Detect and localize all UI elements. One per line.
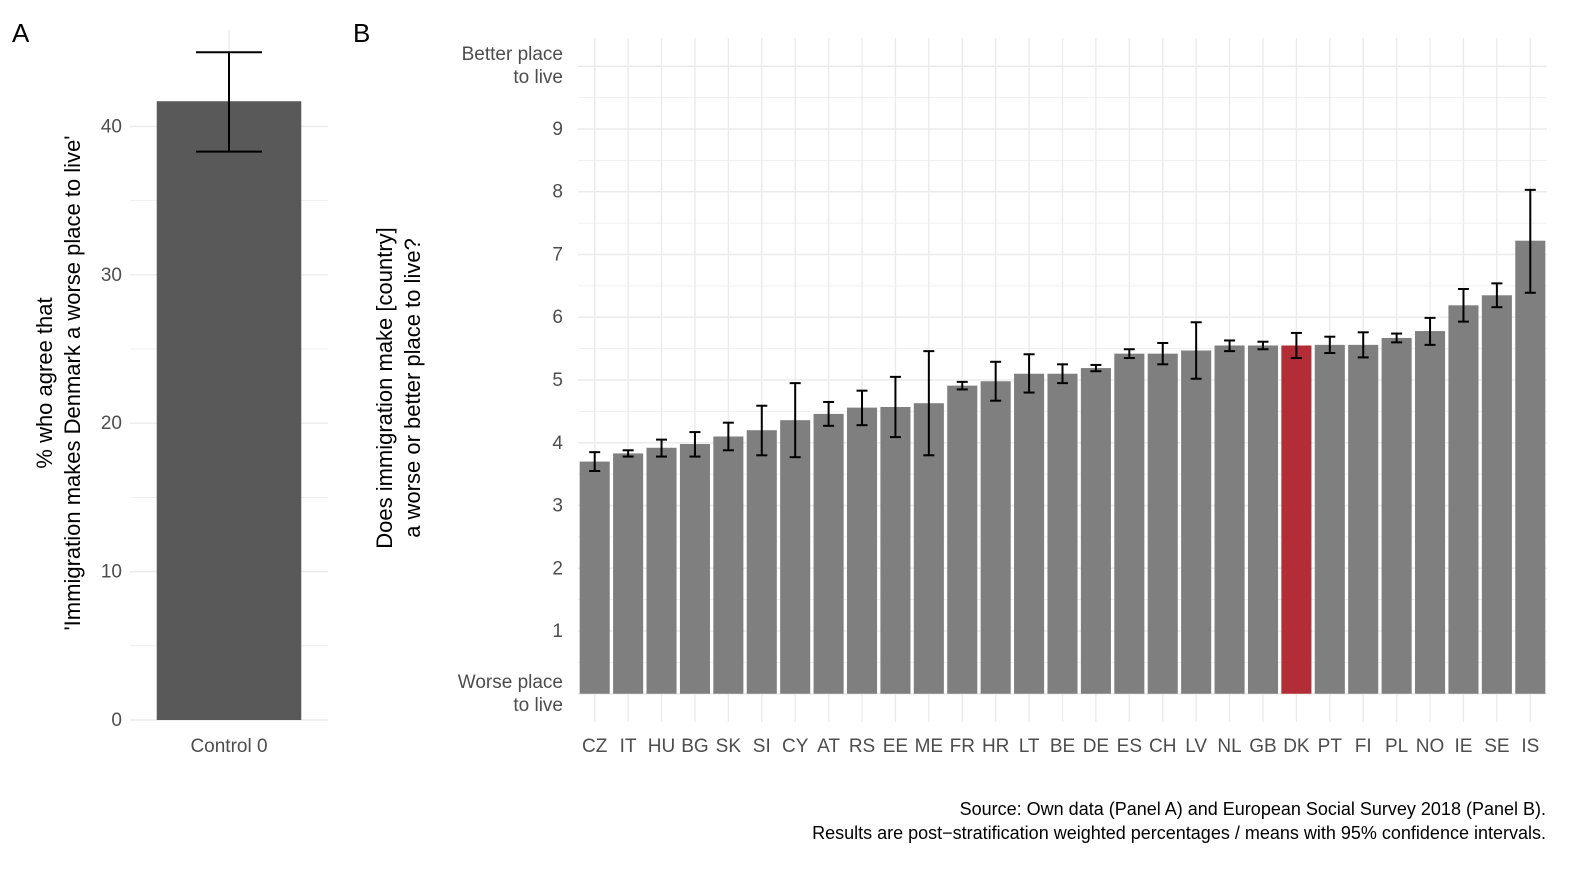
panel-b-bar-lt: [1014, 373, 1045, 694]
panel-b-bar-gb: [1247, 345, 1279, 694]
panel-b-x-tick-label-hu: HU: [648, 736, 675, 757]
panel-b-y-axis-title-line-2: a worse or better place to live?: [400, 238, 425, 538]
panel-b-bar-cz: [579, 461, 610, 694]
panel-b-bar-fr: [947, 385, 978, 694]
panel-b-bar-ch: [1147, 353, 1178, 694]
panel-b-x-tick-label-fr: FR: [950, 736, 975, 757]
panel-b-y-tick-label: 1: [552, 621, 563, 642]
panel-b-x-tick-label-no: NO: [1416, 736, 1445, 757]
panel-b-x-tick-label-lv: LV: [1185, 736, 1207, 757]
panel-b-bar-is: [1515, 240, 1546, 694]
panel-b-y-tick-label: 3: [552, 496, 563, 517]
panel-b-chart: Worse place to live 1 2 3 4 5 6 7 8 9 Better place t…: [372, 38, 1547, 757]
panel-b-bar-ee: [880, 406, 911, 694]
panel-b-y-tick-label: 2: [552, 558, 563, 579]
panel-b-y-axis-title-line-1: Does immigration make [country]: [372, 227, 397, 549]
panel-b-y-tick-label: 6: [552, 307, 563, 328]
panel-b-bar-lv: [1181, 350, 1212, 694]
panel-b-y-tick-label: 8: [552, 182, 563, 203]
panel-a-x-ticks: Control 0: [190, 736, 267, 757]
panel-a-letter: A: [12, 18, 30, 48]
panel-b-bar-nl: [1214, 345, 1245, 694]
panel-a-y-tick-label: 20: [101, 413, 122, 434]
panel-b-y-tick-label: 9: [552, 119, 563, 140]
panel-b-x-tick-label-dk: DK: [1283, 736, 1310, 757]
panel-a-y-axis-title-line-2: 'Immigration makes Denmark a worse place…: [60, 135, 85, 630]
panel-b-bar-de: [1080, 368, 1111, 694]
panel-b-bar-no: [1415, 331, 1446, 694]
panel-b-x-tick-label-is: IS: [1521, 736, 1539, 757]
panel-b-bar-it: [613, 453, 644, 694]
panel-b-y-tick-label: Better place to live: [462, 44, 563, 88]
panel-b-bar-hu: [646, 447, 677, 694]
panel-a-y-tick-label: 40: [101, 116, 122, 137]
panel-b-y-tick-label: 4: [552, 433, 563, 454]
panel-b-bar-be: [1047, 373, 1078, 694]
panel-b-bar-si: [746, 430, 777, 694]
panel-b-bar-se: [1481, 295, 1512, 694]
panel-b-x-tick-label-cz: CZ: [582, 736, 608, 757]
panel-a-errorbars: [196, 51, 262, 153]
panel-b-x-ticks: CZ IT HU BG SK SI CY AT RS EE ME FR HR LT BE DE ES CH LV NL…: [582, 736, 1539, 757]
panel-b-bar-cy: [780, 420, 811, 694]
panel-a-y-axis-title-line-1: % who agree that: [32, 297, 57, 468]
panel-b-x-tick-label-be: BE: [1050, 736, 1075, 757]
panel-b-bar-hr: [980, 381, 1011, 694]
panel-a-chart: 0 10 20 30 40 Control 0 % who agree that 'Im…: [32, 30, 328, 757]
panel-b-x-tick-label-es: ES: [1117, 736, 1142, 757]
panel-b-x-tick-label-ch: CH: [1149, 736, 1176, 757]
panel-b-x-tick-label-si: SI: [753, 736, 771, 757]
panel-b-bar-fi: [1348, 344, 1379, 694]
panel-b-bar-at: [813, 413, 844, 694]
panel-b-errorbars: [589, 188, 1536, 472]
panel-b-x-tick-label-nl: NL: [1217, 736, 1241, 757]
panel-a-y-tick-label: 30: [101, 265, 122, 286]
panel-b-y-tick-label: 7: [552, 244, 563, 265]
panel-b-x-tick-label-it: IT: [620, 736, 637, 757]
panel-a-y-tick-label: 10: [101, 562, 122, 583]
panel-b-bar-sk: [713, 436, 744, 694]
panel-b-x-tick-label-ie: IE: [1454, 736, 1472, 757]
panel-a-bar-control-0: [156, 101, 302, 720]
panel-b-x-tick-label-lt: LT: [1019, 736, 1040, 757]
caption-line-1: Source: Own data (Panel A) and European …: [960, 799, 1546, 819]
panel-b-y-tick-label: Worse place to live: [458, 672, 563, 716]
panel-b-x-tick-label-fi: FI: [1355, 736, 1372, 757]
panel-b-x-tick-label-cy: CY: [782, 736, 809, 757]
panel-b-bar-rs: [846, 407, 878, 694]
panel-b-x-tick-label-at: AT: [817, 736, 840, 757]
panel-b-bar-ie: [1448, 305, 1479, 694]
panel-b-bar-bg: [679, 444, 710, 694]
panel-a-bars: [156, 101, 302, 720]
panel-b-bar-dk: [1281, 345, 1312, 694]
panel-b-y-tick-label: 5: [552, 370, 563, 391]
panel-b-x-tick-label-hr: HR: [982, 736, 1009, 757]
panel-b-letter: B: [353, 18, 370, 48]
panel-b-bar-pt: [1314, 344, 1345, 694]
panel-b-x-tick-label-bg: BG: [681, 736, 708, 757]
panel-b-bar-es: [1114, 353, 1145, 694]
panel-a-y-ticks: 0 10 20 30 40: [101, 116, 122, 731]
panel-b-x-tick-label-sk: SK: [716, 736, 742, 757]
panel-b-x-tick-label-ee: EE: [883, 736, 908, 757]
panel-b-x-tick-label-pl: PL: [1385, 736, 1408, 757]
panel-b-x-tick-label-se: SE: [1484, 736, 1509, 757]
panel-b-x-tick-label-de: DE: [1083, 736, 1109, 757]
panel-b-x-tick-label-pt: PT: [1318, 736, 1343, 757]
panel-b-x-tick-label-rs: RS: [849, 736, 875, 757]
panel-a-y-tick-label: 0: [111, 710, 122, 731]
caption-line-2: Results are post−stratification weighted…: [812, 823, 1546, 843]
panel-b-x-tick-label-me: ME: [915, 736, 944, 757]
panel-b-x-tick-label-gb: GB: [1249, 736, 1276, 757]
panel-b-bar-pl: [1381, 337, 1412, 694]
panel-a-x-tick-label: Control 0: [190, 736, 267, 757]
panel-b-y-ticks: Worse place to live 1 2 3 4 5 6 7 8 9 Better place t…: [458, 44, 564, 716]
panel-b-bars: [579, 240, 1546, 694]
